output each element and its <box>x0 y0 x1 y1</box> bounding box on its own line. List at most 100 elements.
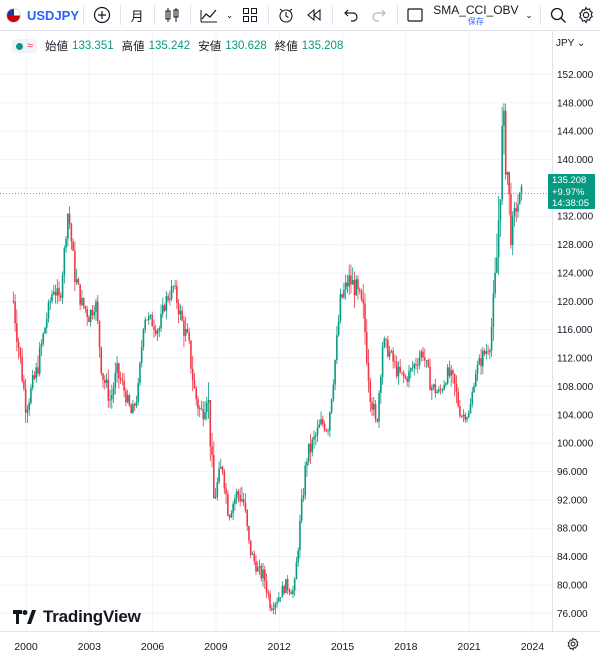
toolbar-divider <box>153 5 155 25</box>
x-axis-ticks: 2000 2003 2006 2009 2012 2015 2018 2021 2024 <box>14 641 544 653</box>
add-symbol-button[interactable] <box>88 0 116 31</box>
high-value: 135.242 <box>148 40 191 52</box>
candle-body <box>292 590 294 595</box>
candle-body <box>190 340 192 369</box>
redo-button[interactable] <box>365 0 393 31</box>
grid-lines <box>0 31 552 631</box>
settings-button[interactable] <box>572 0 600 31</box>
layouts-button[interactable] <box>236 0 264 31</box>
save-label: 保存 <box>467 17 484 26</box>
candle-body <box>253 553 256 562</box>
candle-body <box>455 383 458 393</box>
candle-body <box>137 383 139 403</box>
candle-body <box>84 306 87 310</box>
candle-body <box>149 315 152 317</box>
candle-body <box>258 566 261 568</box>
candle-body <box>462 414 465 417</box>
redo-icon <box>372 9 386 22</box>
candle-body <box>114 372 117 388</box>
candle-body <box>369 381 372 403</box>
legend-status-pill[interactable]: ≈ <box>12 39 38 53</box>
candle-body <box>416 365 419 366</box>
candle-body <box>497 220 500 258</box>
open-value: 133.351 <box>72 40 114 52</box>
candle-body <box>105 379 108 383</box>
candle-body <box>443 384 445 390</box>
candle-body <box>211 446 213 456</box>
candle-body <box>186 329 189 333</box>
candle-body <box>77 279 80 285</box>
candle-body <box>357 279 359 290</box>
symbol-label: USDJPY <box>27 7 80 23</box>
axis-settings-button[interactable] <box>566 637 580 654</box>
candle-body <box>68 213 71 224</box>
x-tick-label: 2009 <box>204 641 228 653</box>
candle-body <box>279 597 282 599</box>
candle-body <box>133 404 136 406</box>
candle-body <box>271 608 273 610</box>
candle-body <box>473 386 475 393</box>
candle-body <box>17 341 20 348</box>
replay-icon <box>307 8 321 22</box>
symbol-search-button[interactable]: USDJPY <box>0 0 79 31</box>
candle-body <box>235 491 238 499</box>
candle-body <box>489 350 491 353</box>
x-tick-label: 2024 <box>521 641 545 653</box>
toolbar-divider <box>267 5 269 25</box>
candle-body <box>371 402 373 410</box>
search-button[interactable] <box>544 0 572 31</box>
candle-body <box>33 375 36 379</box>
candles-icon <box>165 8 179 22</box>
candle-body <box>30 387 32 403</box>
replay-button[interactable] <box>300 0 328 31</box>
candle-body <box>334 360 336 385</box>
candle-body <box>278 597 280 602</box>
candle-body <box>299 520 301 551</box>
chart-type-button[interactable] <box>159 0 187 31</box>
chevron-down-icon: ⌄ <box>576 38 586 49</box>
chevron-down-icon[interactable]: ⌄ <box>225 9 234 20</box>
interval-button[interactable]: 月 <box>130 8 144 24</box>
candle-body <box>161 305 164 314</box>
candle-body <box>425 360 428 362</box>
candle-body <box>262 569 264 579</box>
alert-button[interactable] <box>273 0 301 31</box>
candle-body <box>487 351 489 353</box>
undo-button[interactable] <box>337 0 365 31</box>
indicators-button[interactable] <box>195 0 223 31</box>
candle-body <box>343 289 345 298</box>
candle-body <box>399 366 401 373</box>
y-tick-label: 144.000 <box>557 127 594 138</box>
currency-dropdown[interactable]: JPY ⌄ <box>556 38 585 49</box>
candle-body <box>246 510 248 527</box>
toolbar-divider <box>83 5 84 25</box>
candle-body <box>423 357 426 361</box>
candle-body <box>89 310 92 323</box>
tradingview-logo[interactable]: TradingView <box>13 607 141 627</box>
candle-body <box>362 299 365 304</box>
candle-body <box>281 586 284 598</box>
layout-setup-button[interactable] <box>401 0 429 31</box>
candle-body <box>177 303 180 315</box>
indicator-template-button[interactable]: SMA_CCI_OBV 保存 <box>429 0 522 31</box>
candle-body <box>183 320 185 336</box>
candle-body <box>191 368 194 381</box>
candle-body <box>135 402 138 406</box>
candle-body <box>216 482 219 497</box>
candle-body <box>336 335 338 361</box>
candle-body <box>365 332 368 363</box>
candle-body <box>450 370 452 376</box>
candle-body <box>82 297 85 307</box>
candle-body <box>58 288 60 296</box>
chevron-down-icon[interactable]: ⌄ <box>525 9 533 20</box>
candle-body <box>409 368 412 372</box>
candle-body <box>241 499 243 502</box>
candle-body <box>474 373 477 387</box>
candle-body <box>355 279 358 296</box>
y-tick-label: 96.000 <box>557 467 588 478</box>
candle-body <box>31 375 34 388</box>
candle-body <box>367 362 370 382</box>
candle-body <box>125 390 127 403</box>
candle-body <box>237 491 240 495</box>
